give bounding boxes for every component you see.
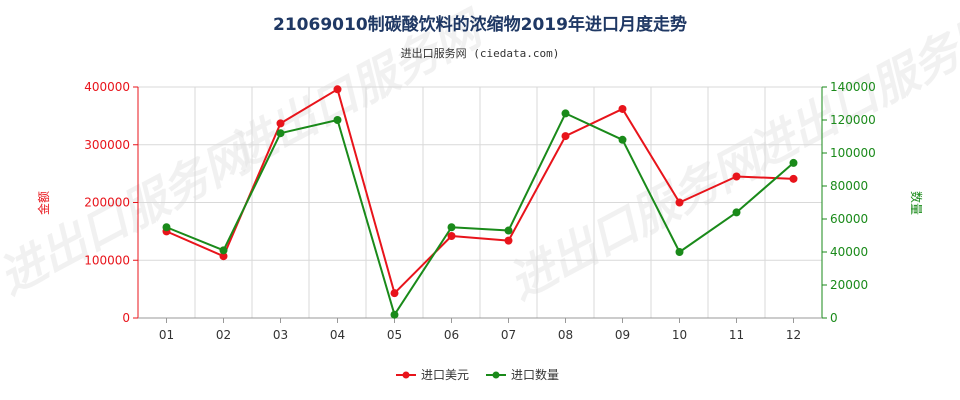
y-right-tick-label: 120000 — [830, 113, 876, 127]
series-line-qty — [166, 112, 795, 316]
data-point-qty — [504, 226, 513, 235]
data-point-usd — [390, 289, 399, 298]
y-left-tick-label: 300000 — [84, 138, 130, 152]
x-tick-label: 09 — [615, 328, 630, 342]
data-point-qty — [390, 310, 399, 319]
data-point-usd — [219, 252, 228, 261]
legend-marker-usd — [402, 371, 410, 379]
axes: 0 100000 200000 300000 400000 0 20000 40000 6000… — [84, 80, 876, 342]
x-tick-label: 07 — [501, 328, 516, 342]
x-tick-label: 03 — [273, 328, 288, 342]
data-point-qty — [276, 129, 285, 138]
data-point-usd — [675, 198, 684, 207]
data-point-qty — [333, 116, 342, 124]
data-point-qty — [561, 109, 570, 118]
y-right-tick-label: 100000 — [830, 146, 876, 160]
x-tick-label: 05 — [387, 328, 402, 342]
data-point-qty — [732, 208, 741, 217]
data-point-usd — [504, 236, 513, 245]
x-tick-label: 10 — [672, 328, 687, 342]
data-point-usd — [447, 231, 456, 240]
y-right-tick-label: 80000 — [830, 179, 868, 193]
data-point-qty — [618, 135, 627, 144]
x-tick-label: 06 — [444, 328, 459, 342]
y-right-tick-label: 0 — [830, 311, 838, 325]
y-right-tick-label: 20000 — [830, 278, 868, 292]
data-point-usd — [333, 85, 342, 94]
x-tick-label: 12 — [786, 328, 801, 342]
legend-item-usd[interactable]: 进口美元 — [396, 368, 469, 382]
chart-title: 21069010制碳酸饮料的浓缩物2019年进口月度走势 — [273, 14, 687, 35]
data-point-qty — [447, 223, 456, 232]
data-point-qty — [219, 246, 228, 255]
x-tick-label: 11 — [729, 328, 744, 342]
x-tick-label: 08 — [558, 328, 573, 342]
legend-label-qty: 进口数量 — [511, 367, 559, 382]
chart-subtitle: 进出口服务网 (ciedata.com) — [401, 46, 560, 60]
y-right-tick-label: 40000 — [830, 245, 868, 259]
y-axis-left-title: 金额 — [36, 191, 51, 215]
legend-marker-qty — [492, 371, 500, 379]
data-point-usd — [561, 132, 570, 141]
data-point-usd — [618, 104, 627, 113]
data-point-qty — [675, 248, 684, 256]
y-axis-right-title: 数量 — [909, 191, 924, 215]
legend: 进口美元 进口数量 — [396, 367, 559, 382]
x-tick-label: 04 — [330, 328, 345, 342]
data-point-usd — [789, 174, 798, 183]
data-point-usd — [732, 172, 741, 181]
data-point-qty — [162, 223, 171, 232]
x-tick-label: 01 — [159, 328, 174, 342]
y-right-tick-label: 60000 — [830, 212, 868, 226]
x-tick-label: 02 — [216, 328, 231, 342]
y-left-tick-label: 200000 — [84, 196, 130, 210]
y-left-tick-label: 100000 — [84, 253, 130, 267]
series — [162, 85, 798, 319]
legend-item-qty[interactable]: 进口数量 — [486, 367, 559, 382]
legend-label-usd: 进口美元 — [421, 368, 469, 382]
data-point-usd — [276, 119, 285, 128]
watermark-text: 进出口服务网 — [500, 130, 774, 310]
y-left-tick-label: 400000 — [84, 80, 130, 94]
y-left-tick-label: 0 — [122, 311, 130, 325]
series-line-usd — [166, 88, 794, 295]
data-point-qty — [789, 158, 798, 167]
y-right-tick-label: 140000 — [830, 80, 876, 94]
